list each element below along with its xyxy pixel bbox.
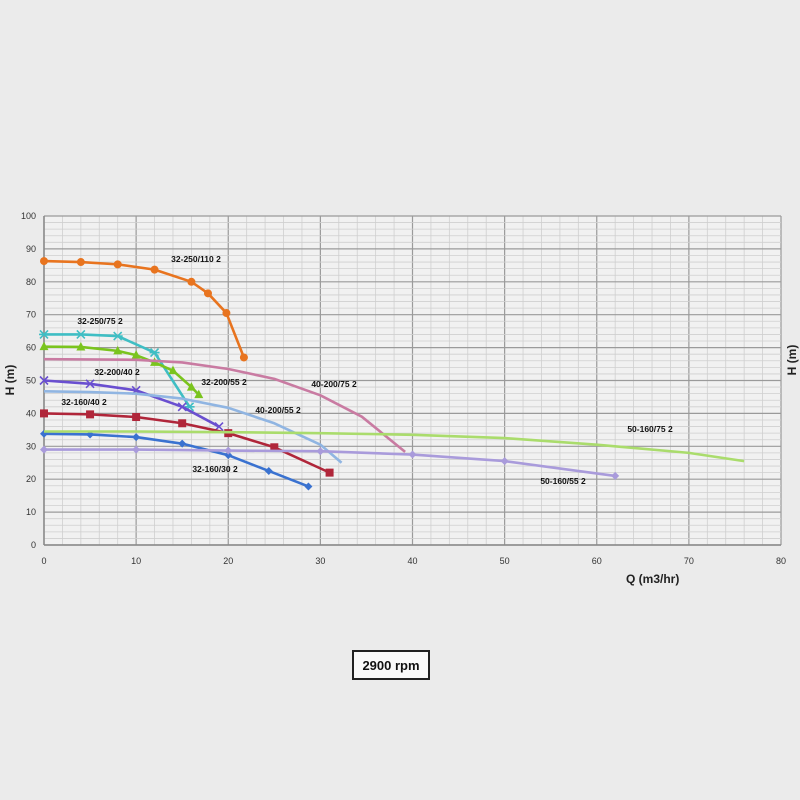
series-32-200-55-2: 32-200/55 2 [39, 341, 247, 399]
series-40-200-55-2: 40-200/55 2 [43, 390, 343, 464]
data-point [39, 375, 49, 386]
series-32-250-110-2: 32-250/110 2 [40, 254, 248, 362]
data-point [40, 445, 48, 454]
series-label: 32-160/30 2 [192, 464, 238, 474]
speed-annotation: 2900 rpm [352, 650, 430, 680]
y-tick-label: 100 [21, 211, 36, 221]
series-label: 50-160/55 2 [540, 476, 586, 486]
data-point [325, 468, 334, 477]
data-point [222, 309, 231, 318]
series-line [43, 357, 406, 453]
y-axis-label: H (m) [3, 365, 17, 396]
data-point [76, 258, 85, 267]
data-point [611, 471, 620, 480]
data-point [76, 341, 86, 351]
data-point [178, 439, 187, 448]
x-axis-label: Q (m3/hr) [626, 572, 679, 586]
data-point [239, 353, 248, 362]
series-line [43, 259, 246, 358]
series-label: 40-200/55 2 [255, 405, 301, 415]
series-label: 32-200/55 2 [201, 377, 247, 387]
y-tick-label: 20 [26, 474, 36, 484]
data-point [186, 382, 196, 391]
x-tick-label: 70 [684, 556, 694, 566]
series-50-160-55-2: 50-160/55 2 [40, 445, 620, 486]
x-tick-label: 40 [407, 556, 417, 566]
series-32-250-75-2: 32-250/75 2 [39, 316, 195, 412]
series-line [43, 345, 200, 396]
data-point [39, 329, 49, 340]
series-label: 40-200/75 2 [311, 379, 357, 389]
data-point [177, 402, 187, 412]
series-label: 32-250/75 2 [77, 316, 123, 326]
y-tick-label: 40 [26, 408, 36, 418]
data-point [316, 447, 325, 456]
data-point [194, 389, 204, 399]
data-point [132, 445, 141, 454]
data-point [168, 365, 178, 375]
data-point [149, 347, 160, 358]
x-tick-label: 50 [500, 556, 510, 566]
data-point [39, 341, 49, 351]
series-32-160-30-2: 32-160/30 2 [40, 429, 313, 491]
data-point [131, 350, 141, 359]
data-point [40, 409, 48, 418]
data-point [500, 457, 509, 466]
y-tick-label: 10 [26, 507, 36, 517]
y-tick-label: 50 [26, 376, 36, 386]
data-point [132, 413, 141, 422]
y-axis-label-right: H (m) [785, 345, 799, 376]
data-point [224, 451, 233, 460]
x-tick-label: 10 [131, 556, 141, 566]
data-point [113, 345, 123, 355]
data-point [75, 329, 86, 340]
data-point [224, 446, 233, 455]
series-label: 32-250/110 2 [171, 254, 221, 264]
data-point [132, 433, 141, 442]
data-point [112, 331, 123, 341]
x-tick-label: 0 [41, 556, 46, 566]
data-point [178, 419, 187, 428]
x-tick-label: 20 [223, 556, 233, 566]
series-label: 50-160/75 2 [627, 424, 673, 434]
data-point [270, 443, 279, 452]
data-point [408, 450, 417, 459]
series-50-160-75-2: 50-160/75 2 [44, 424, 745, 463]
x-tick-label: 30 [315, 556, 325, 566]
data-point [304, 482, 313, 491]
data-point [150, 265, 159, 274]
series-line [44, 430, 745, 463]
y-tick-label: 80 [26, 277, 36, 287]
x-tick-label: 80 [776, 556, 786, 566]
series-40-200-75-2: 40-200/75 2 [43, 357, 406, 453]
y-tick-label: 30 [26, 441, 36, 451]
data-point [85, 379, 95, 389]
data-point [214, 421, 224, 432]
x-tick-label: 60 [592, 556, 602, 566]
data-point [187, 277, 196, 286]
series-line [43, 390, 343, 464]
data-point [264, 466, 273, 475]
data-point [40, 257, 48, 266]
data-point [86, 410, 95, 419]
y-tick-label: 0 [31, 540, 36, 550]
data-point [113, 260, 122, 269]
y-tick-label: 90 [26, 244, 36, 254]
y-tick-label: 60 [26, 343, 36, 353]
series-label: 32-160/40 2 [61, 397, 107, 407]
y-tick-label: 70 [26, 310, 36, 320]
series-32-200-40-2: 32-200/40 2 [39, 367, 224, 432]
series-label: 32-200/40 2 [94, 367, 140, 377]
data-point [203, 289, 212, 298]
